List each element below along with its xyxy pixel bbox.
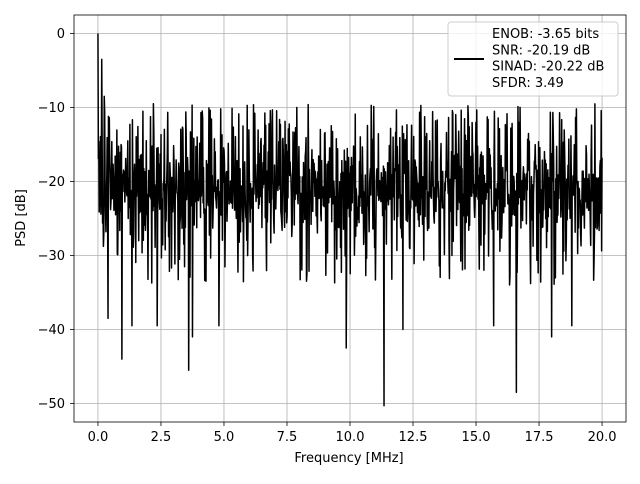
y-tick-label: −40 — [38, 323, 65, 338]
plot-area — [97, 33, 603, 407]
y-tick-label: 0 — [57, 27, 65, 42]
x-axis-ticks: 0.0 2.5 5.0 7.5 10.0 12.5 15.0 17.5 20.0 — [88, 422, 617, 445]
x-tick-label: 20.0 — [588, 430, 617, 445]
y-tick-label: −20 — [38, 175, 65, 190]
x-tick-label: 15.0 — [462, 430, 491, 445]
psd-series-line — [97, 33, 603, 407]
legend-label-line: SFDR: 3.49 — [492, 76, 564, 91]
y-axis-label: PSD [dB] — [14, 189, 29, 247]
y-tick-label: −50 — [38, 397, 65, 412]
y-tick-label: −30 — [38, 249, 65, 264]
y-tick-label: −10 — [38, 101, 65, 116]
x-tick-label: 17.5 — [525, 430, 554, 445]
y-axis-ticks: 0 −10 −20 −30 −40 −50 — [38, 27, 74, 412]
x-tick-label: 12.5 — [399, 430, 428, 445]
x-tick-label: 5.0 — [214, 430, 235, 445]
legend-label-line: SNR: -20.19 dB — [492, 43, 590, 58]
legend-label-line: ENOB: -3.65 bits — [492, 27, 599, 42]
x-axis-label: Frequency [MHz] — [294, 451, 403, 466]
legend-box — [447, 21, 619, 97]
x-tick-label: 7.5 — [277, 430, 298, 445]
legend-label-line: SINAD: -20.22 dB — [492, 60, 604, 75]
x-tick-label: 10.0 — [336, 430, 365, 445]
x-tick-label: 0.0 — [88, 430, 109, 445]
x-tick-label: 2.5 — [151, 430, 172, 445]
